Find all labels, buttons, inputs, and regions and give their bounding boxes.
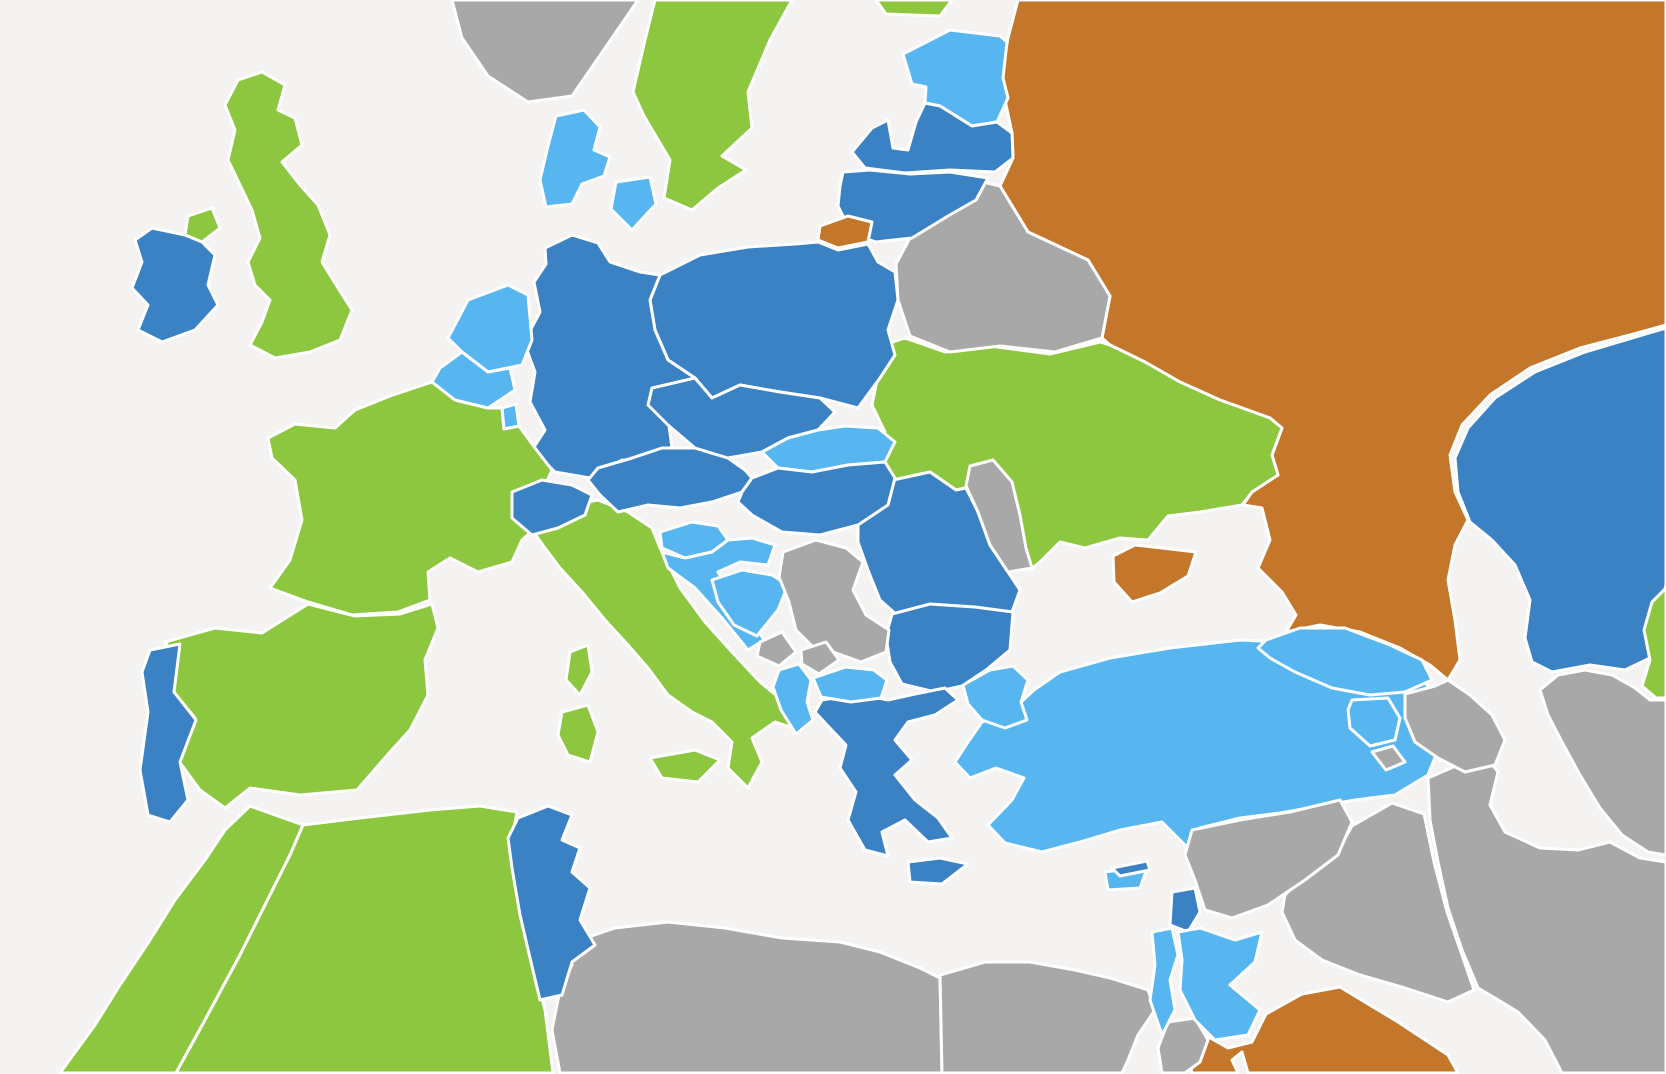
- country-uzbekistan[interactable]: [1640, 586, 1666, 700]
- country-jordan[interactable]: [1176, 926, 1264, 1042]
- country-serbia[interactable]: [777, 538, 891, 664]
- country-denmark-zealand[interactable]: [609, 175, 658, 232]
- country-latvia[interactable]: [850, 101, 1015, 175]
- country-france-corsica[interactable]: [564, 643, 594, 697]
- country-saudi-arabia[interactable]: [1183, 985, 1460, 1074]
- country-azerbaijan-nakhchivan[interactable]: [1370, 744, 1407, 772]
- country-moldova[interactable]: [964, 458, 1034, 574]
- country-netherlands[interactable]: [446, 283, 534, 374]
- country-sweden-north[interactable]: [874, 0, 954, 18]
- country-lithuania[interactable]: [836, 168, 990, 244]
- country-switzerland[interactable]: [510, 478, 594, 537]
- country-italy-sardinia[interactable]: [556, 703, 600, 764]
- country-georgia[interactable]: [1256, 626, 1434, 697]
- country-albania[interactable]: [771, 662, 815, 736]
- country-hungary[interactable]: [736, 460, 897, 537]
- country-kosovo[interactable]: [799, 640, 841, 676]
- country-lebanon[interactable]: [1168, 886, 1202, 934]
- country-norway[interactable]: [450, 0, 640, 104]
- country-turkey-thrace[interactable]: [961, 664, 1030, 730]
- country-ireland[interactable]: [130, 226, 220, 344]
- country-syria[interactable]: [1183, 798, 1354, 920]
- country-portugal[interactable]: [138, 642, 198, 824]
- country-bosnia-and-herzegovina[interactable]: [710, 568, 790, 638]
- country-luxembourg[interactable]: [500, 402, 521, 431]
- country-greece-crete[interactable]: [906, 856, 970, 886]
- country-libya[interactable]: [550, 920, 944, 1074]
- country-kaliningrad[interactable]: [816, 214, 874, 250]
- country-denmark-jutland[interactable]: [538, 108, 612, 209]
- country-belgium[interactable]: [430, 350, 517, 410]
- country-israel[interactable]: [1148, 926, 1180, 1037]
- country-armenia[interactable]: [1346, 696, 1402, 748]
- country-iraq[interactable]: [1280, 801, 1476, 1004]
- country-sweden[interactable]: [631, 0, 794, 212]
- country-tunisia[interactable]: [506, 804, 597, 1002]
- country-azerbaijan[interactable]: [1403, 678, 1507, 774]
- country-montenegro[interactable]: [755, 630, 798, 668]
- country-uk-great-britain[interactable]: [223, 70, 354, 360]
- country-bulgaria[interactable]: [884, 602, 1015, 694]
- country-italy-sicily[interactable]: [648, 748, 722, 784]
- country-crimea[interactable]: [1111, 543, 1198, 604]
- country-italy[interactable]: [530, 498, 810, 790]
- country-belarus[interactable]: [894, 174, 1112, 354]
- country-iran[interactable]: [1426, 750, 1666, 1074]
- country-northern-cyprus[interactable]: [1110, 859, 1152, 878]
- country-uk-northern-ireland[interactable]: [183, 206, 222, 244]
- country-north-macedonia[interactable]: [811, 665, 889, 704]
- country-turkmenistan[interactable]: [1538, 668, 1666, 857]
- country-greece[interactable]: [813, 686, 960, 858]
